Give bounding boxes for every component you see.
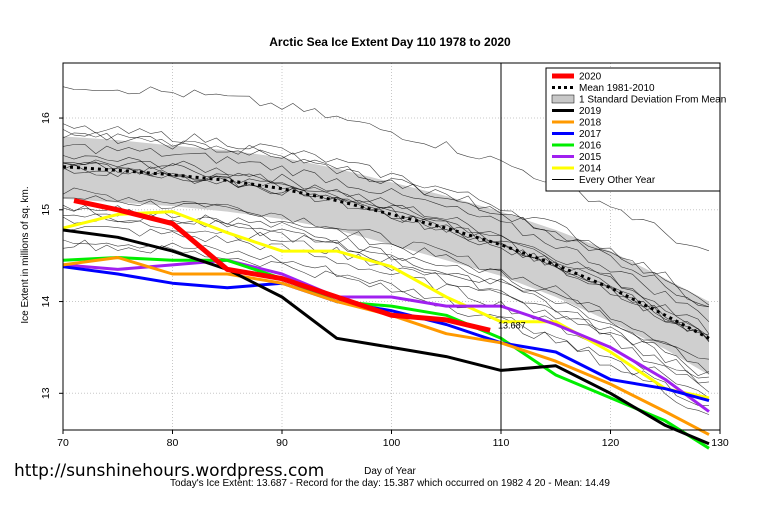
every-other-year-line: [62, 161, 710, 343]
legend-label: 2015: [579, 152, 602, 163]
series-line-2019: [62, 228, 710, 446]
every-other-year-line: [62, 187, 710, 360]
x-tick-label: 100: [383, 437, 401, 449]
legend-label: 2020: [579, 72, 602, 83]
series-line-2015: [62, 258, 710, 413]
x-tick-label: 70: [57, 437, 69, 449]
series-line-2014: [62, 210, 710, 400]
y-tick-label: 15: [40, 204, 52, 216]
series-lines: [62, 198, 710, 450]
footer-caption: Today's Ice Extent: 13.687 - Record for …: [170, 478, 610, 489]
x-tick-label: 80: [167, 437, 179, 449]
every-other-year-line: [62, 86, 710, 252]
series-line-2017: [62, 265, 710, 403]
every-other-year-line: [62, 195, 710, 374]
y-tick-label: 16: [40, 112, 52, 124]
x-tick-label: 130: [711, 437, 729, 449]
website-url: http://sunshinehours.wordpress.com: [14, 461, 324, 481]
legend-swatch: [551, 94, 575, 104]
x-axis-label: Day of Year: [364, 466, 416, 477]
legend-label: 1 Standard Deviation From Mean: [579, 95, 726, 106]
legend-label: 2016: [579, 141, 602, 152]
legend-label: 2017: [579, 129, 602, 140]
std-band: [63, 136, 709, 375]
legend-label: Every Other Year: [579, 175, 656, 186]
series-line-2016: [62, 256, 710, 450]
every-other-year-line: [62, 162, 710, 342]
every-other-year-lines: [62, 86, 710, 415]
series-line-2020: [73, 198, 491, 333]
legend-label: 2014: [579, 164, 602, 175]
legend-label: Mean 1981-2010: [579, 83, 655, 94]
legend-label: 2018: [579, 118, 602, 129]
every-other-year-line: [62, 216, 710, 393]
x-axis: 70 80 90 100 110 120 130: [57, 430, 729, 449]
x-tick-label: 120: [602, 437, 620, 449]
y-tick-label: 13: [40, 387, 52, 399]
std-band-area: [63, 136, 709, 375]
x-tick-label: 110: [493, 437, 510, 449]
every-other-year-line: [62, 132, 710, 308]
x-tick-label: 90: [276, 437, 288, 449]
legend-label: 2019: [579, 106, 602, 117]
every-other-year-line: [62, 155, 710, 335]
every-other-year-line: [62, 123, 710, 306]
y-axis-label: Ice Extent in millions of sq. km.: [20, 186, 31, 323]
current-value-label: 13.687: [498, 320, 526, 330]
legend-box: [545, 67, 721, 192]
y-tick-label: 14: [40, 296, 52, 308]
every-other-year-line: [62, 205, 710, 379]
y-axis: 13 14 15 16: [40, 112, 63, 399]
every-other-year-line: [62, 239, 709, 406]
every-other-year-line: [62, 144, 710, 323]
every-other-year-line: [62, 239, 710, 415]
chart-title: Arctic Sea Ice Extent Day 110 1978 to 20…: [269, 35, 511, 49]
